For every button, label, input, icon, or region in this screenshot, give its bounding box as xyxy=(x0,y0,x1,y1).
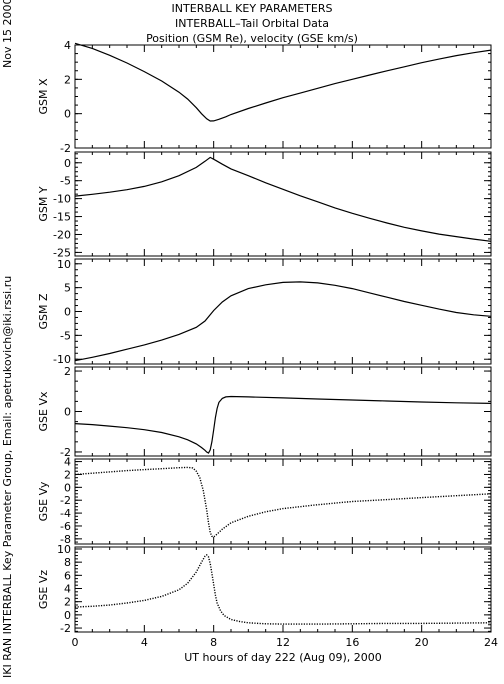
panel-frame xyxy=(74,258,492,365)
panel-frame xyxy=(74,366,492,457)
y-tick-label: 0 xyxy=(64,609,71,622)
y-axis-label: GSM X xyxy=(37,78,50,114)
y-tick-label: -25 xyxy=(53,246,71,259)
series-line xyxy=(74,466,492,538)
y-tick-label: -5 xyxy=(60,329,71,342)
y-tick-label: 10 xyxy=(57,258,71,271)
y-tick-label: 5 xyxy=(64,282,71,295)
y-tick-label: 10 xyxy=(57,543,71,556)
y-tick-label: 4 xyxy=(64,456,71,469)
series-line xyxy=(74,281,492,362)
y-tick-label: 4 xyxy=(64,583,71,596)
y-tick-label: -2 xyxy=(60,622,71,635)
y-tick-label: -5 xyxy=(60,175,71,188)
y-tick-label: 4 xyxy=(64,39,71,52)
x-tick-label: 24 xyxy=(484,636,498,649)
x-tick-label: 12 xyxy=(276,636,290,649)
panel-frame xyxy=(74,546,492,633)
y-axis-label: GSE Vy xyxy=(37,481,50,521)
panel-frame xyxy=(74,44,492,149)
y-tick-label: 0 xyxy=(64,306,71,319)
x-tick-label: 0 xyxy=(72,636,79,649)
y-axis-label: GSM Z xyxy=(37,293,50,329)
y-tick-label: -20 xyxy=(53,228,71,241)
y-tick-label: 8 xyxy=(64,556,71,569)
y-tick-label: -10 xyxy=(53,353,71,366)
chart-subtitle: Position (GSM Re), velocity (GSE km/s) xyxy=(146,32,358,45)
x-axis-title: UT hours of day 222 (Aug 09), 2000 xyxy=(184,651,382,664)
chart-title-line-2: INTERBALL–Tail Orbital Data xyxy=(175,17,329,30)
y-tick-label: 0 xyxy=(64,108,71,121)
series-line xyxy=(74,42,492,122)
y-tick-label: 0 xyxy=(64,157,71,170)
x-tick-label: 16 xyxy=(345,636,359,649)
y-axis-label: GSE Vz xyxy=(37,570,50,609)
series-line xyxy=(74,395,492,454)
panel-frame xyxy=(74,151,492,257)
y-tick-label: -2 xyxy=(60,446,71,459)
y-tick-label: 0 xyxy=(64,481,71,494)
y-tick-label: 2 xyxy=(64,596,71,609)
panel-1: -2 0 2 4 GSM X xyxy=(37,39,492,155)
y-tick-label: 2 xyxy=(64,468,71,481)
y-tick-label: 2 xyxy=(64,365,71,378)
series-line xyxy=(74,156,492,242)
x-tick-label: 20 xyxy=(415,636,429,649)
y-tick-label: 0 xyxy=(64,406,71,419)
chart-title-line-1: INTERBALL KEY PARAMETERS xyxy=(171,2,333,15)
y-tick-label: -2 xyxy=(60,494,71,507)
y-axis-label: GSE Vx xyxy=(37,391,50,431)
panel-2: -25 -20 -15 -10 -5 0 GSM Y xyxy=(37,151,492,259)
x-tick-label: 4 xyxy=(141,636,148,649)
y-tick-label: -8 xyxy=(60,533,71,546)
panel-frame xyxy=(74,458,492,545)
y-tick-label: -15 xyxy=(53,211,71,224)
series-line xyxy=(74,553,492,625)
y-axis-label: GSM Y xyxy=(37,186,50,221)
panel-4: -2 0 2 GSE Vx xyxy=(37,365,492,459)
y-tick-label: -4 xyxy=(60,507,71,520)
y-tick-label: 6 xyxy=(64,569,71,582)
x-tick-label: 8 xyxy=(210,636,217,649)
y-tick-label: -10 xyxy=(53,193,71,206)
y-tick-label: -6 xyxy=(60,520,71,533)
y-tick-label: -2 xyxy=(60,142,71,155)
y-tick-label: 2 xyxy=(64,73,71,86)
panel-3: -10 -5 0 5 10 GSM Z xyxy=(37,258,492,366)
